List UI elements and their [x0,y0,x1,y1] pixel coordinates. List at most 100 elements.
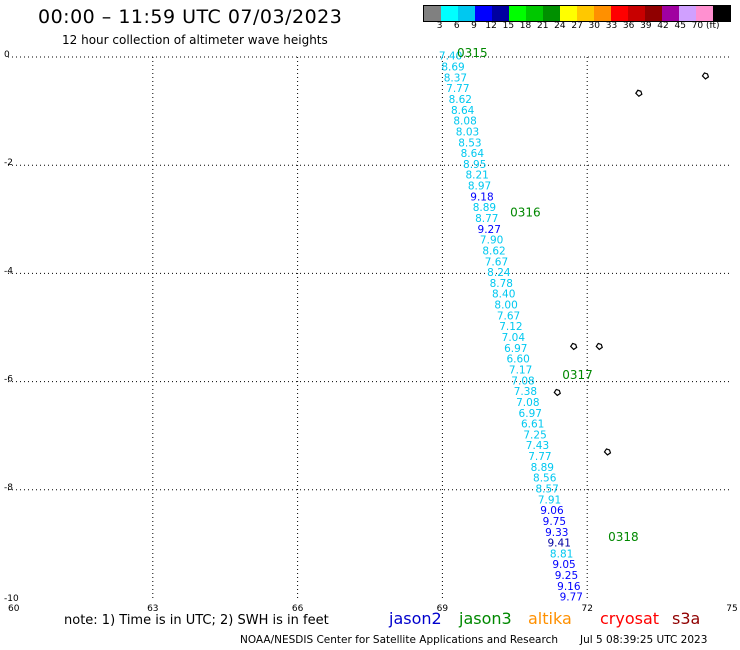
x-tick-label: 69 [437,604,449,614]
wave-height-label: 9.33 [545,527,568,539]
legend-unit: (ft) [706,21,720,31]
pass-time-label: 0317 [562,368,593,382]
island-shape [603,448,612,456]
wave-height-label: 8.40 [492,289,515,301]
wave-height-label: 7.25 [523,429,546,441]
wave-height-label: 9.18 [470,191,493,203]
wave-height-label: 8.03 [456,126,479,138]
wave-height-label: 8.24 [487,267,511,279]
wave-height-label: 7.38 [514,386,537,398]
wave-height-label: 6.60 [506,354,529,366]
y-tick-label: -6 [4,375,13,385]
legend-label: 24 [554,21,566,31]
legend-label: 42 [657,21,669,31]
wave-height-label: 7.91 [538,494,561,506]
pass-time-label: 0318 [608,530,639,544]
wave-height-label: 9.41 [548,538,571,550]
satellite-label-altika: altika [528,609,572,628]
wave-height-label: 8.57 [535,484,558,496]
wave-height-label: 7.77 [446,83,469,95]
legend-swatch [424,6,441,21]
legend-label: 33 [605,21,618,31]
wave-height-label: 8.62 [449,94,472,106]
y-tick-label: -8 [4,483,13,493]
wave-height-label: 8.89 [473,202,496,214]
wave-height-label: 8.21 [465,170,488,182]
color-legend-bar [423,5,731,22]
wave-height-label: 7.40 [439,51,462,63]
x-tick-label: 66 [292,604,304,614]
wave-height-label: 7.43 [526,440,549,452]
legend-swatch [696,6,713,21]
wave-height-label: 7.12 [499,321,522,333]
wave-height-label: 8.62 [482,245,505,257]
wave-height-label: 7.77 [528,451,551,463]
wave-height-label: 8.64 [461,148,485,160]
y-tick-label: -4 [4,266,13,276]
wave-height-label: 8.37 [444,72,467,84]
wave-height-label: 8.08 [453,116,476,128]
page-subtitle: 12 hour collection of altimeter wave hei… [62,33,328,47]
wave-height-label: 9.77 [560,592,583,604]
x-tick-label: 75 [726,604,737,614]
wave-height-label: 8.78 [490,278,513,290]
wave-height-label: 9.75 [543,516,566,528]
legend-swatch [526,6,543,21]
y-tick-label: 0 [4,50,10,60]
legend-swatch [679,6,696,21]
legend-label: 12 [485,21,497,31]
island-shape [701,72,710,80]
wave-height-label: 7.67 [485,256,508,268]
legend-swatch [628,6,645,21]
x-tick-label: 63 [147,604,158,614]
legend-swatch [492,6,509,21]
legend-label: 6 [453,21,460,31]
legend-swatch [577,6,594,21]
legend-label: 70 [691,21,704,31]
page-title: 00:00 – 11:59 UTC 07/03/2023 [38,6,343,28]
legend-swatch [611,6,628,21]
wave-height-label: 7.08 [516,397,539,409]
wave-height-label: 7.04 [502,332,526,344]
legend-label: 9 [471,21,477,31]
footer-note: note: 1) Time is in UTC; 2) SWH is in fe… [64,613,329,628]
wave-height-label: 6.97 [519,408,542,420]
wave-height-label: 8.64 [451,105,475,117]
y-tick-label: -10 [4,594,19,604]
wave-height-label: 9.16 [557,581,581,593]
legend-swatch [543,6,560,21]
wave-height-label: 7.67 [497,310,520,322]
legend-label: 45 [674,21,686,31]
wave-height-label: 7.08 [511,375,534,387]
legend-swatch [713,6,730,21]
pass-time-label: 0316 [510,206,541,220]
wave-height-label: 8.95 [463,159,486,171]
color-legend-labels: 3 6 9 12 15 18 21 24 27 30 33 36 39 42 45 70 (ft) [423,21,720,31]
legend-swatch [594,6,611,21]
wave-height-label: 8.89 [531,462,554,474]
wave-height-label: 9.06 [540,505,564,517]
legend-label: 3 [436,21,443,31]
wave-height-label: 8.56 [533,473,557,485]
legend-label: 30 [588,21,600,31]
legend-swatch [475,6,492,21]
legend-label: 39 [640,21,652,31]
wave-height-label: 9.27 [478,224,501,236]
pass-time-label: 0315 [457,46,488,60]
legend-label: 21 [536,21,549,31]
wave-height-label: 8.00 [494,300,517,312]
satellite-label-s3a: s3a [672,609,701,628]
legend-swatch [560,6,577,21]
legend-swatch [645,6,662,21]
legend-swatch [509,6,526,21]
wave-height-label: 6.61 [521,419,544,431]
wave-height-label: 8.53 [458,137,481,149]
island-shape [553,388,561,397]
wave-height-label: 6.97 [504,343,527,355]
credit-timestamp: Jul 5 08:39:25 UTC 2023 [580,634,708,646]
credit-text: NOAA/NESDIS Center for Satellite Applica… [240,634,558,646]
legend-swatch [441,6,458,21]
island-shape [569,342,578,351]
